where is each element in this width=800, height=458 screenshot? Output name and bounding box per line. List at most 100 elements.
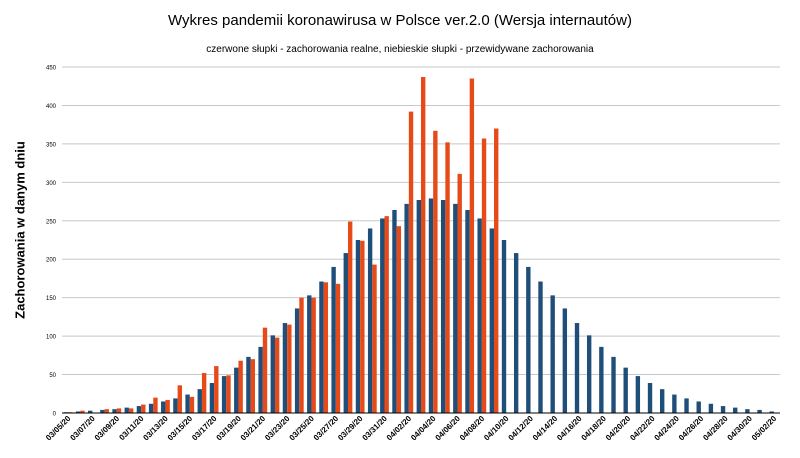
x-tick-label: 03/05/20: [44, 414, 73, 443]
bar-predicted: [367, 228, 373, 413]
bar-predicted: [88, 410, 93, 413]
bar-predicted: [477, 218, 482, 413]
bar-actual: [421, 77, 426, 413]
x-tick-label: 03/09/20: [93, 414, 122, 443]
bar-actual: [141, 404, 146, 413]
bar-predicted: [733, 407, 738, 413]
bar-predicted: [404, 203, 409, 413]
bar-actual: [177, 385, 182, 413]
y-tick-label: 250: [46, 219, 57, 225]
bar-predicted: [696, 401, 701, 413]
bar-actual: [372, 264, 377, 413]
x-tick-label: 04/10/20: [482, 414, 511, 443]
bar-predicted: [416, 200, 421, 413]
bar-predicted: [513, 253, 519, 413]
bar-predicted: [148, 403, 154, 413]
x-tick-label: 04/24/20: [653, 414, 682, 443]
bar-predicted: [282, 323, 288, 413]
bar-actual: [165, 399, 170, 413]
bar-predicted: [757, 409, 762, 413]
bar-actual: [360, 240, 365, 413]
bar-actual: [226, 375, 231, 413]
bar-actual: [433, 130, 438, 413]
x-tick-label: 04/22/20: [628, 414, 657, 443]
x-tick-label: 04/28/20: [701, 414, 730, 443]
bar-predicted: [623, 367, 628, 413]
y-tick-label: 400: [46, 104, 57, 110]
bar-actual: [201, 373, 207, 413]
bar-series: [63, 77, 774, 413]
y-tick-labels: 0 50 100 150 200 250 300 350 400 450: [46, 66, 57, 418]
bar-actual: [408, 111, 414, 413]
bar-predicted: [270, 335, 275, 413]
x-tick-label: 03/23/20: [263, 414, 292, 443]
bar-predicted: [611, 356, 616, 413]
x-tick-label: 04/08/20: [458, 414, 487, 443]
bar-predicted: [586, 335, 592, 413]
bar-predicted: [246, 356, 251, 413]
bar-actual: [104, 409, 109, 413]
bar-predicted: [684, 398, 689, 413]
bar-predicted: [562, 308, 568, 413]
bar-predicted: [197, 389, 202, 413]
x-tick-label: 04/20/20: [604, 414, 633, 443]
bar-actual: [457, 173, 462, 413]
bar-predicted: [221, 376, 227, 413]
bar-actual: [274, 337, 280, 413]
bar-predicted: [708, 403, 714, 413]
x-tick-label: 03/27/20: [312, 414, 341, 443]
x-tick-label: 04/04/20: [409, 414, 438, 443]
chart-subtitle: czerwone słupki - zachorowania realne, n…: [206, 44, 594, 55]
bar-predicted: [100, 409, 105, 413]
x-tick-label: 03/19/20: [214, 414, 243, 443]
bar-actual: [214, 366, 219, 413]
x-tick-label: 03/07/20: [68, 414, 97, 443]
bar-predicted: [307, 295, 312, 413]
bar-actual: [469, 78, 475, 413]
bar-predicted: [161, 401, 166, 413]
x-tick-labels: 03/05/2003/07/2003/09/2003/11/2003/13/20…: [44, 414, 779, 443]
bar-predicted: [136, 406, 142, 413]
bar-predicted: [294, 308, 300, 413]
x-tick-label: 03/17/20: [190, 414, 219, 443]
bar-predicted: [769, 411, 774, 413]
bar-predicted: [319, 281, 324, 413]
x-tick-label: 03/13/20: [141, 414, 170, 443]
y-tick-label: 200: [46, 258, 57, 264]
bar-predicted: [538, 281, 543, 413]
bar-actual: [189, 396, 195, 413]
bar-actual: [347, 221, 353, 413]
bar-predicted: [75, 411, 81, 413]
bar-predicted: [720, 406, 726, 413]
x-tick-label: 03/15/20: [166, 414, 195, 443]
bar-actual: [128, 408, 134, 413]
bar-predicted: [173, 398, 178, 413]
x-tick-label: 04/30/20: [726, 414, 755, 443]
y-tick-label: 0: [53, 412, 57, 418]
bar-predicted: [343, 253, 348, 413]
x-tick-label: 03/29/20: [336, 414, 365, 443]
bar-predicted: [647, 383, 653, 413]
bar-actual: [262, 327, 268, 413]
bar-actual: [494, 128, 499, 413]
bar-predicted: [453, 203, 458, 413]
bar-predicted: [574, 323, 580, 413]
x-tick-label: 05/02/20: [750, 414, 779, 443]
bar-predicted: [209, 383, 215, 413]
x-tick-label: 04/14/20: [531, 414, 560, 443]
x-tick-label: 04/06/20: [434, 414, 463, 443]
bar-predicted: [112, 409, 117, 413]
bar-predicted: [124, 407, 129, 413]
x-tick-label: 03/31/20: [361, 414, 390, 443]
chart-title: Wykres pandemii koronawirusa w Polsce ve…: [168, 12, 632, 29]
x-tick-label: 04/16/20: [555, 414, 584, 443]
bar-actual: [323, 282, 329, 413]
bar-predicted: [331, 266, 336, 413]
bar-predicted: [355, 240, 361, 413]
bar-predicted: [440, 200, 446, 413]
bar-predicted: [465, 210, 470, 413]
bar-predicted: [745, 409, 750, 413]
bar-actual: [481, 138, 487, 413]
bar-actual: [299, 297, 304, 413]
y-tick-label: 300: [46, 181, 57, 187]
